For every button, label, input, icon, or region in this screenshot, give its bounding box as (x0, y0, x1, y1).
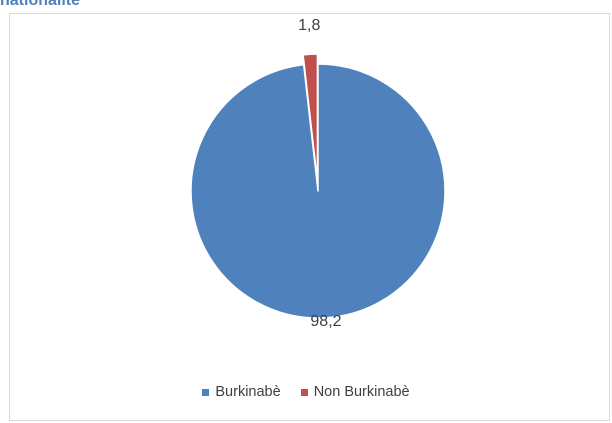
legend-swatch-burkinabe (202, 388, 210, 396)
data-label-burkinabe: 98,2 (310, 313, 341, 330)
legend: Burkinabè Non Burkinabè (0, 384, 612, 400)
legend-label-burkinabe: Burkinabè (215, 384, 281, 400)
pie-slice-burkinabe (190, 63, 446, 319)
pie-slice-non-burkinabe (302, 53, 319, 182)
data-label-non-burkinabe: 1,8 (298, 17, 320, 34)
legend-item-non-burkinabe: Non Burkinabè (300, 384, 410, 400)
pie-slices (190, 53, 446, 319)
legend-label-non-burkinabe: Non Burkinabè (313, 384, 410, 400)
data-labels: 98,2 1,8 (298, 17, 342, 330)
legend-swatch-non-burkinabe (300, 388, 308, 396)
legend-item-burkinabe: Burkinabè (202, 384, 281, 400)
chart-heading: nationalité (0, 0, 81, 9)
